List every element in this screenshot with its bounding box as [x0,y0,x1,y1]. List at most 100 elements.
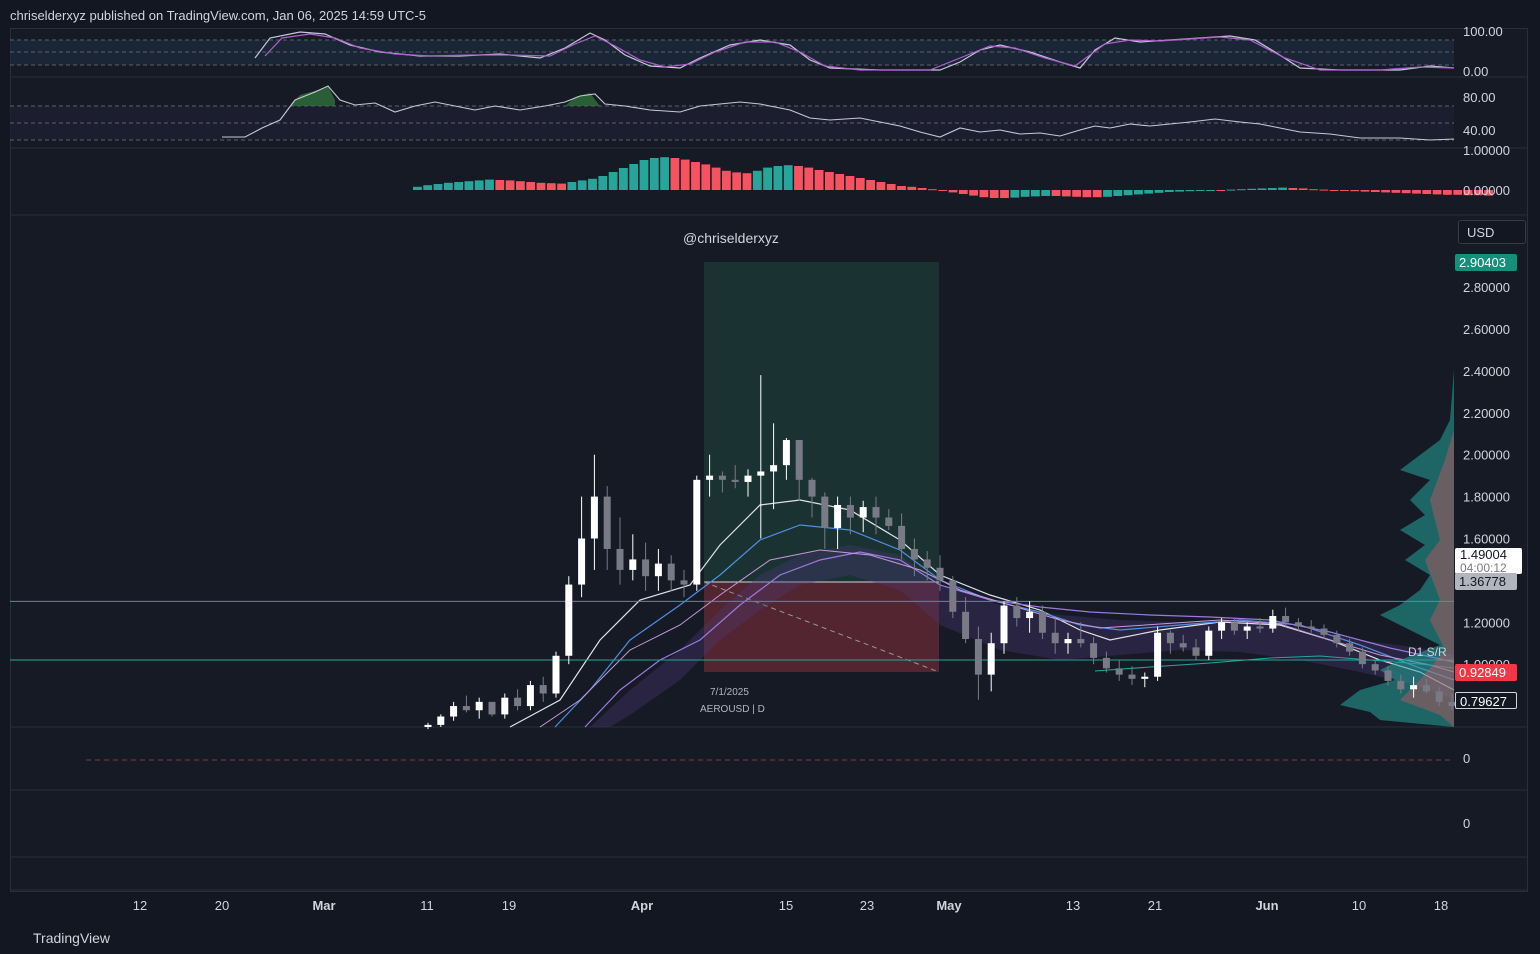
rsi-line [222,85,1455,141]
histogram-bar [505,180,515,190]
price-axis-tick-label: 2.00000 [1463,448,1510,463]
histogram-bar [1309,189,1318,191]
candle [987,632,995,692]
histogram-bar [825,172,834,190]
candle [910,538,918,577]
candle [424,722,432,730]
candle [1410,676,1418,698]
candle [642,542,650,591]
histogram-bar [1381,190,1390,193]
date-label: 7/1/2025 [710,687,749,698]
candle [1051,618,1059,654]
candle [654,548,662,591]
candle [667,555,675,591]
histogram-bar [577,180,587,190]
histogram-bar [979,190,989,198]
axis-tick-label: 100.00 [1463,24,1503,39]
histogram-bar [1278,187,1287,190]
histogram-bar [598,176,608,190]
price-axis-tick-label: 1.60000 [1463,531,1510,546]
position-path-line [703,581,940,673]
price-tag-entry: 1.36778 [1455,573,1517,590]
candle [1205,626,1213,660]
time-axis-tick-label: 21 [1148,898,1162,913]
histogram-bar [917,188,927,190]
stoch-rsi-k-line [254,31,1455,71]
axis-tick-label: 0 [1463,751,1470,766]
candle [1179,634,1187,652]
candle [974,626,982,700]
histogram-bar [1329,190,1339,191]
histogram-bar [794,166,803,190]
histogram-bar [1463,190,1473,196]
candle [1064,632,1072,654]
currency-button[interactable]: USD [1458,220,1526,244]
axis-tick-label: 1.00000 [1463,143,1510,158]
candle [1013,597,1021,627]
histogram-bar [948,190,958,193]
time-axis-tick-label: 10 [1352,898,1366,913]
histogram-bar [1134,190,1143,195]
histogram-bar [1237,189,1246,191]
candle [898,513,906,560]
candle [770,423,778,510]
histogram-bar [1401,190,1411,194]
candle [450,701,458,721]
momentum-histogram-pane [413,157,1493,198]
histogram-bar [711,167,721,190]
histogram-bar [649,158,659,190]
candle [1448,693,1456,711]
candle [936,555,944,591]
histogram-bar [1288,188,1298,190]
histogram-bar [670,158,680,190]
histogram-bar [866,180,875,190]
time-axis[interactable]: 12 20 Mar 11 19 Apr 15 23 May 13 21 Jun 10 18 [133,898,1448,913]
candle [488,701,496,717]
histogram-bar [526,182,536,190]
candle [462,695,470,713]
candle [1115,659,1123,681]
price-axis-tick-label: 1.20000 [1463,615,1510,630]
histogram-bar [938,190,948,191]
price-tag-stop: 0.92849 [1455,664,1517,681]
histogram-bar [1370,190,1380,192]
price-pane: D1 S/R 7/1/2025 AEROUSD | D @chriselderx… [10,230,1456,730]
candle [437,714,445,727]
time-axis-tick-label: Jun [1255,898,1278,913]
candle [1269,609,1277,633]
candle [1358,647,1366,669]
histogram-bar [1340,190,1349,191]
histogram-bar [701,164,711,190]
volume-profile [1340,370,1454,727]
candle [706,454,714,497]
histogram-bar [1000,190,1009,198]
histogram-bar [1206,190,1215,191]
candle [1384,666,1392,686]
candle [1128,666,1136,686]
histogram-bar [1020,190,1030,197]
histogram-bar [1113,190,1123,196]
histogram-bar [1092,190,1102,198]
candle [552,651,560,698]
histogram-bar [1473,190,1483,196]
histogram-bar [1123,190,1133,196]
histogram-bar [989,190,999,198]
candle [808,477,816,518]
axis-tick-label: 0.00000 [1463,183,1510,198]
price-axis-ticks: 2.80000 2.60000 2.40000 2.20000 2.00000 1.800… [1463,280,1510,672]
candle [1307,620,1315,633]
candle [1026,601,1034,633]
candle [795,440,803,501]
candle [1090,636,1098,665]
histogram-bar [1350,190,1360,192]
histogram-bar [546,183,556,190]
histogram-bar [855,178,865,190]
histogram-bar [897,186,906,190]
candles [424,375,1456,730]
publisher-text: chriselderxyz published on TradingView.c… [10,8,426,23]
histogram-bar [423,185,433,190]
histogram-bar [629,164,639,190]
time-axis-tick-label: 23 [860,898,874,913]
candle [565,576,573,665]
